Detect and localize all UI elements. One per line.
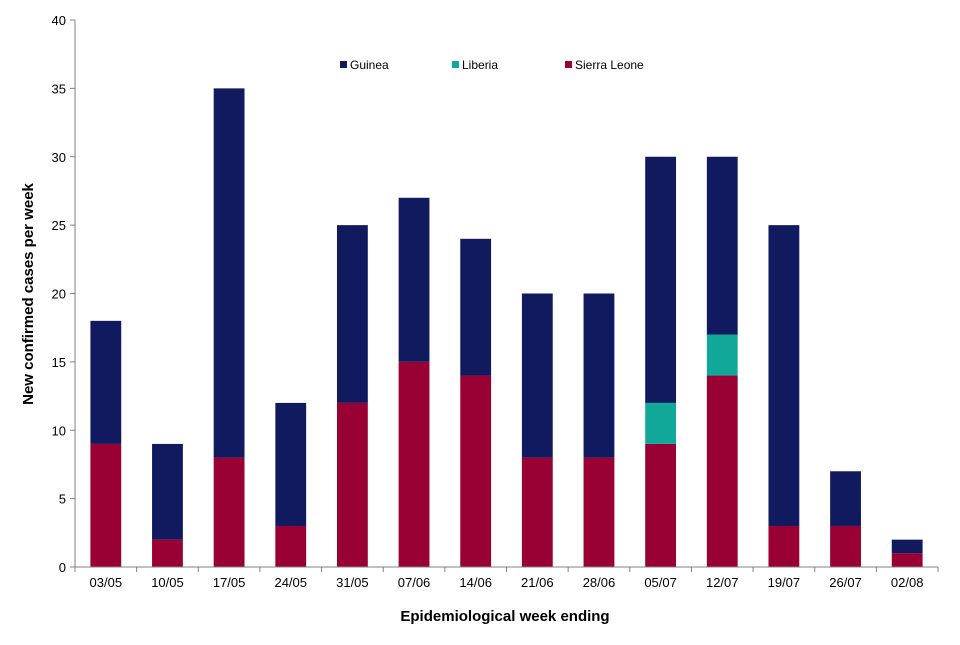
legend-swatch bbox=[565, 61, 572, 68]
bar-sierra-leone-07-06 bbox=[398, 361, 430, 568]
x-tick-label: 21/06 bbox=[521, 575, 554, 590]
legend-item-sierra-leone: Sierra Leone bbox=[565, 58, 644, 72]
bar-sierra-leone-12-07 bbox=[706, 375, 738, 567]
bar-guinea-02-08 bbox=[891, 539, 923, 554]
y-tick-label: 5 bbox=[59, 492, 66, 507]
bar-guinea-31-05 bbox=[336, 225, 368, 403]
bar-sierra-leone-31-05 bbox=[336, 402, 368, 567]
bar-guinea-19-07 bbox=[768, 225, 800, 526]
bar-sierra-leone-17-05 bbox=[213, 457, 245, 567]
bar-guinea-12-07 bbox=[706, 156, 738, 335]
tick-labels: 0 5 10 15 20 25 30 35 40 03/05 10/05 17/05 24/05 31/0… bbox=[52, 13, 924, 590]
bar-sierra-leone-24-05 bbox=[275, 525, 307, 567]
y-tick-label: 0 bbox=[59, 560, 66, 575]
bars-layer bbox=[90, 88, 923, 568]
bar-guinea-28-06 bbox=[583, 293, 615, 458]
x-tick-label: 14/06 bbox=[459, 575, 492, 590]
bar-sierra-leone-21-06 bbox=[521, 457, 553, 567]
legend-label: Liberia bbox=[462, 58, 498, 72]
legend: Guinea Liberia Sierra Leone bbox=[340, 58, 644, 72]
x-axis-title: Epidemiological week ending bbox=[400, 608, 609, 625]
y-tick-label: 15 bbox=[52, 355, 66, 370]
bar-sierra-leone-05-07 bbox=[645, 443, 677, 567]
x-tick-label: 02/08 bbox=[891, 575, 924, 590]
legend-label: Guinea bbox=[350, 58, 389, 72]
legend-item-guinea: Guinea bbox=[340, 58, 389, 72]
legend-swatch bbox=[452, 61, 459, 68]
bar-guinea-05-07 bbox=[645, 156, 677, 403]
x-tick-label: 10/05 bbox=[151, 575, 184, 590]
legend-swatch bbox=[340, 61, 347, 68]
legend-item-liberia: Liberia bbox=[452, 58, 498, 72]
y-tick-label: 35 bbox=[52, 81, 66, 96]
x-tick-label: 26/07 bbox=[829, 575, 862, 590]
y-tick-label: 30 bbox=[52, 150, 66, 165]
bar-guinea-10-05 bbox=[152, 443, 183, 540]
y-tick-label: 20 bbox=[52, 287, 66, 302]
bar-guinea-24-05 bbox=[275, 402, 307, 526]
legend-label: Sierra Leone bbox=[575, 58, 644, 72]
y-tick-label: 10 bbox=[52, 423, 66, 438]
bar-guinea-21-06 bbox=[521, 293, 553, 458]
x-tick-label: 07/06 bbox=[398, 575, 431, 590]
x-tick-label: 03/05 bbox=[90, 575, 123, 590]
bar-guinea-17-05 bbox=[213, 88, 245, 458]
x-tick-label: 12/07 bbox=[706, 575, 739, 590]
y-axis-title: New confirmed cases per week bbox=[20, 182, 37, 404]
bar-guinea-07-06 bbox=[398, 197, 430, 362]
x-tick-label: 17/05 bbox=[213, 575, 246, 590]
bar-sierra-leone-03-05 bbox=[90, 443, 122, 567]
x-tick-label: 31/05 bbox=[336, 575, 369, 590]
x-tick-label: 19/07 bbox=[768, 575, 801, 590]
bar-sierra-leone-19-07 bbox=[768, 525, 800, 567]
x-tick-label: 24/05 bbox=[274, 575, 307, 590]
bar-guinea-03-05 bbox=[90, 320, 122, 444]
bar-sierra-leone-14-06 bbox=[460, 375, 492, 567]
bar-guinea-14-06 bbox=[460, 238, 492, 376]
x-tick-label: 28/06 bbox=[583, 575, 616, 590]
bar-guinea-26-07 bbox=[830, 471, 861, 526]
x-tick-label: 05/07 bbox=[644, 575, 677, 590]
bar-liberia-05-07 bbox=[645, 402, 677, 444]
axes-layer bbox=[70, 19, 939, 572]
y-tick-label: 40 bbox=[52, 13, 66, 28]
y-tick-label: 25 bbox=[52, 218, 66, 233]
bar-sierra-leone-26-07 bbox=[830, 525, 861, 567]
bar-sierra-leone-10-05 bbox=[152, 539, 183, 567]
bar-sierra-leone-02-08 bbox=[891, 553, 923, 567]
bar-sierra-leone-28-06 bbox=[583, 457, 615, 567]
bar-liberia-12-07 bbox=[706, 334, 738, 376]
